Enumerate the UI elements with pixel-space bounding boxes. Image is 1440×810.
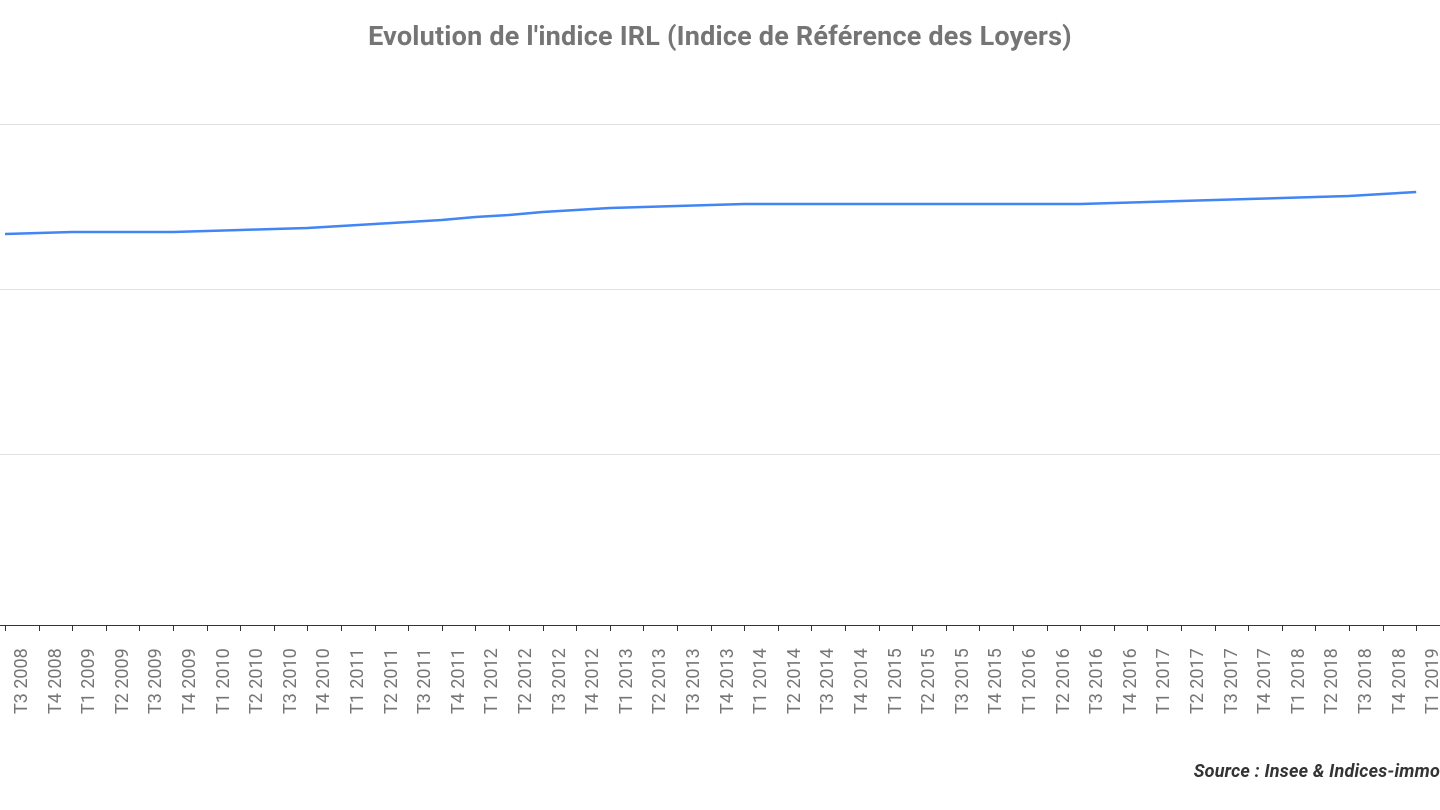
x-tick bbox=[845, 625, 846, 631]
x-axis-label: T1 2011 bbox=[347, 648, 368, 714]
x-axis-label: T2 2014 bbox=[784, 648, 805, 714]
x-tick bbox=[1047, 625, 1048, 631]
x-axis-label: T2 2011 bbox=[381, 648, 402, 714]
x-tick bbox=[610, 625, 611, 631]
x-axis-label: T4 2011 bbox=[448, 648, 469, 714]
x-tick bbox=[744, 625, 745, 631]
x-axis-label: T4 2017 bbox=[1254, 648, 1275, 714]
x-tick bbox=[39, 625, 40, 631]
x-tick bbox=[879, 625, 880, 631]
x-axis-label: T4 2008 bbox=[45, 648, 66, 714]
x-axis-label: T1 2013 bbox=[616, 648, 637, 714]
x-tick bbox=[274, 625, 275, 631]
x-axis-label: T1 2018 bbox=[1288, 648, 1309, 714]
x-tick bbox=[1282, 625, 1283, 631]
x-tick bbox=[509, 625, 510, 631]
x-axis-labels: T3 2008 T4 2008 T1 2009 T2 2009 T3 2009 T4 20… bbox=[0, 636, 1440, 756]
x-axis-label: T3 2013 bbox=[683, 648, 704, 714]
x-axis-label: T4 2013 bbox=[717, 648, 738, 714]
x-tick bbox=[442, 625, 443, 631]
x-tick bbox=[1416, 625, 1417, 631]
x-tick bbox=[106, 625, 107, 631]
x-axis-label: T1 2010 bbox=[213, 648, 234, 714]
x-axis-label: T2 2016 bbox=[1053, 648, 1074, 714]
x-axis-label: T3 2010 bbox=[280, 648, 301, 714]
x-axis-label: T1 2019 bbox=[1422, 648, 1440, 714]
x-tick bbox=[576, 625, 577, 631]
x-tick bbox=[307, 625, 308, 631]
line-series-svg bbox=[0, 90, 1440, 625]
x-axis-label: T1 2016 bbox=[1019, 648, 1040, 714]
line-series-path bbox=[5, 192, 1416, 234]
x-axis-label: T1 2009 bbox=[78, 648, 99, 714]
x-axis-line bbox=[0, 625, 1440, 626]
x-axis-label: T4 2014 bbox=[851, 648, 872, 714]
x-tick bbox=[1215, 625, 1216, 631]
x-tick bbox=[72, 625, 73, 631]
x-tick bbox=[139, 625, 140, 631]
gridline bbox=[0, 289, 1440, 290]
x-axis-label: T3 2018 bbox=[1355, 648, 1376, 714]
x-tick bbox=[1349, 625, 1350, 631]
x-tick bbox=[979, 625, 980, 631]
x-axis-label: T2 2018 bbox=[1321, 648, 1342, 714]
x-tick bbox=[1248, 625, 1249, 631]
x-axis-label: T1 2017 bbox=[1153, 648, 1174, 714]
x-axis-label: T3 2008 bbox=[11, 648, 32, 714]
gridline bbox=[0, 124, 1440, 125]
x-axis-label: T3 2012 bbox=[549, 648, 570, 714]
chart-container: Evolution de l'indice IRL (Indice de Réf… bbox=[0, 0, 1440, 810]
x-tick bbox=[1114, 625, 1115, 631]
x-tick bbox=[1147, 625, 1148, 631]
x-axis-label: T3 2009 bbox=[145, 648, 166, 714]
x-tick bbox=[207, 625, 208, 631]
chart-title: Evolution de l'indice IRL (Indice de Réf… bbox=[0, 0, 1440, 52]
x-tick bbox=[341, 625, 342, 631]
x-axis-label: T2 2009 bbox=[112, 648, 133, 714]
plot-area bbox=[0, 90, 1440, 625]
chart-source: Source : Insee & Indices-immo bbox=[1194, 761, 1440, 782]
x-axis-label: T2 2017 bbox=[1187, 648, 1208, 714]
x-axis-label: T3 2017 bbox=[1221, 648, 1242, 714]
x-tick bbox=[543, 625, 544, 631]
x-axis-label: T3 2011 bbox=[414, 648, 435, 714]
x-axis-label: T1 2012 bbox=[481, 648, 502, 714]
x-axis-label: T1 2014 bbox=[750, 648, 771, 714]
x-tick bbox=[912, 625, 913, 631]
x-tick bbox=[5, 625, 6, 631]
x-tick bbox=[711, 625, 712, 631]
x-tick bbox=[1383, 625, 1384, 631]
x-axis-label: T2 2012 bbox=[515, 648, 536, 714]
x-tick bbox=[475, 625, 476, 631]
x-axis-label: T1 2015 bbox=[885, 648, 906, 714]
x-axis-label: T4 2012 bbox=[582, 648, 603, 714]
x-tick bbox=[811, 625, 812, 631]
x-tick bbox=[1181, 625, 1182, 631]
x-axis-label: T2 2013 bbox=[649, 648, 670, 714]
x-tick bbox=[1013, 625, 1014, 631]
x-tick bbox=[173, 625, 174, 631]
x-axis-label: T4 2015 bbox=[985, 648, 1006, 714]
x-axis-label: T3 2015 bbox=[952, 648, 973, 714]
x-axis-label: T4 2018 bbox=[1389, 648, 1410, 714]
x-tick bbox=[240, 625, 241, 631]
x-tick bbox=[946, 625, 947, 631]
x-axis-label: T2 2015 bbox=[918, 648, 939, 714]
x-axis-label: T4 2010 bbox=[313, 648, 334, 714]
x-tick bbox=[1315, 625, 1316, 631]
x-axis-label: T3 2016 bbox=[1086, 648, 1107, 714]
x-axis-label: T4 2016 bbox=[1120, 648, 1141, 714]
x-tick bbox=[643, 625, 644, 631]
x-axis-label: T2 2010 bbox=[246, 648, 267, 714]
x-axis-label: T4 2009 bbox=[179, 648, 200, 714]
x-axis-label: T3 2014 bbox=[817, 648, 838, 714]
gridline bbox=[0, 454, 1440, 455]
x-tick bbox=[375, 625, 376, 631]
x-tick bbox=[778, 625, 779, 631]
x-tick bbox=[1080, 625, 1081, 631]
x-tick bbox=[408, 625, 409, 631]
x-tick bbox=[677, 625, 678, 631]
